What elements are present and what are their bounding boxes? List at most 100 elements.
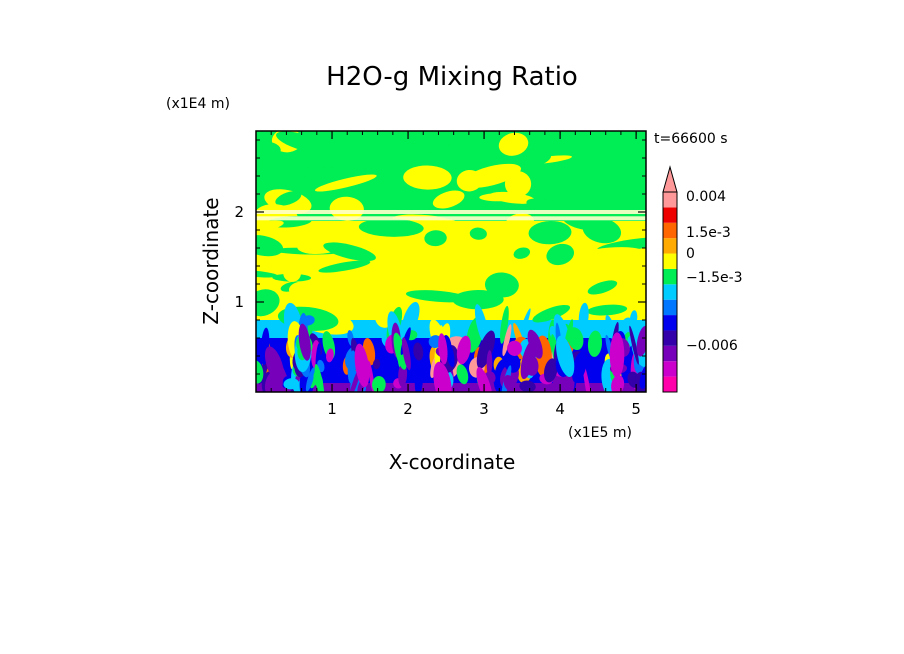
field-patch — [445, 341, 455, 368]
field-patch — [567, 327, 584, 351]
colorbar-label: 0.004 — [686, 189, 726, 205]
field-patch — [469, 227, 487, 240]
field-patch — [283, 264, 301, 282]
field-patch — [256, 220, 284, 235]
field-patch — [372, 359, 381, 370]
field-patch — [582, 217, 622, 244]
colorbar-segment — [663, 299, 677, 316]
y-axis-label: Z-coordinate — [199, 197, 223, 324]
colorbar-label: 1.5e-3 — [686, 225, 731, 241]
y-tick-label: 1 — [234, 293, 244, 311]
field-patch — [578, 302, 589, 331]
field-patch — [433, 361, 452, 392]
field-patch — [498, 132, 529, 156]
y-axis: 12 — [234, 139, 646, 375]
field-patch — [405, 290, 469, 303]
field-patch — [609, 332, 625, 378]
field-patch — [256, 141, 281, 163]
field-patch — [582, 364, 592, 392]
colorbar-label: 0 — [686, 246, 695, 262]
x-tick-label: 5 — [631, 400, 641, 418]
x-axis-label: X-coordinate — [389, 450, 516, 474]
colorbar: 0.004 1.5e-3 0 −1.5e-3 −0.006 — [662, 165, 743, 393]
field-patch — [323, 242, 376, 262]
colorbar-segment — [663, 361, 677, 377]
field-patch — [607, 173, 646, 190]
x-tick-label: 1 — [327, 400, 337, 418]
plot-frame — [255, 130, 647, 393]
field-patch — [461, 163, 522, 188]
field-patch — [519, 380, 536, 392]
field-patch — [276, 131, 330, 154]
colorbar-segment — [663, 238, 677, 254]
field-patch — [586, 304, 628, 316]
field-patch — [507, 340, 522, 356]
field-patch — [413, 342, 424, 361]
colorbar-segment — [663, 315, 677, 331]
field-patch — [484, 272, 519, 298]
field-patch — [527, 329, 543, 359]
colorbar-segment — [663, 268, 677, 285]
field-patch — [400, 260, 470, 282]
field-patch — [298, 323, 311, 361]
field-patch — [476, 330, 496, 369]
colorbar-segment — [663, 253, 677, 269]
x-unit-label: (x1E5 m) — [568, 425, 632, 441]
field-patch — [486, 350, 493, 376]
field-patch — [503, 352, 521, 373]
field-patch — [456, 335, 471, 365]
colorbar-extend-arrow — [662, 165, 678, 193]
field-patch — [452, 290, 504, 310]
field-patch — [438, 333, 448, 365]
colorbar-frame — [662, 191, 678, 393]
field-patch — [403, 165, 452, 190]
field-patch — [402, 337, 411, 371]
field-patch — [556, 335, 575, 378]
field-stripe-0 — [256, 210, 646, 214]
field-patch — [532, 304, 571, 323]
field-patch — [543, 358, 558, 383]
field-patch — [629, 310, 638, 327]
field-patch — [256, 168, 284, 189]
field-patch — [529, 281, 548, 298]
field-patch — [326, 348, 334, 363]
chart-title: H2O-g Mixing Ratio — [326, 62, 578, 92]
field-patch — [401, 302, 420, 336]
field-patch — [318, 260, 371, 273]
field-patch — [479, 193, 520, 202]
x-tick-label: 3 — [479, 400, 489, 418]
colorbar-segment — [663, 192, 677, 208]
field-patch — [256, 235, 284, 257]
field-patch — [358, 218, 424, 237]
x-tick-label: 4 — [555, 400, 565, 418]
field-patch — [435, 159, 459, 171]
field-patch — [520, 152, 552, 168]
field-stripe-1 — [256, 216, 646, 221]
field-patch — [256, 289, 280, 317]
x-axis: 1 2 3 4 5 — [270, 131, 641, 418]
field-patch — [400, 131, 470, 145]
field-patch — [596, 180, 615, 190]
colorbar-label: −1.5e-3 — [686, 270, 743, 286]
field-patch — [314, 174, 377, 192]
field-patch — [456, 364, 469, 385]
field-patch — [528, 220, 572, 245]
field-patch — [571, 351, 587, 383]
field-patch — [264, 346, 284, 383]
field-patch — [414, 366, 423, 392]
field-patch — [361, 288, 421, 308]
colorbar-segment — [663, 345, 677, 362]
field-patch — [305, 367, 315, 392]
colorbar-segment — [663, 376, 677, 392]
colorbar-label: −0.006 — [686, 338, 738, 354]
field-patch — [502, 324, 512, 357]
field-patch — [500, 305, 509, 344]
field-patch — [275, 191, 302, 206]
field-patch — [314, 364, 325, 392]
field-patch — [503, 375, 515, 392]
y-tick-label: 2 — [234, 203, 244, 221]
colorbar-segment — [663, 207, 677, 223]
field-patch — [328, 135, 394, 167]
field-patch — [575, 247, 644, 263]
